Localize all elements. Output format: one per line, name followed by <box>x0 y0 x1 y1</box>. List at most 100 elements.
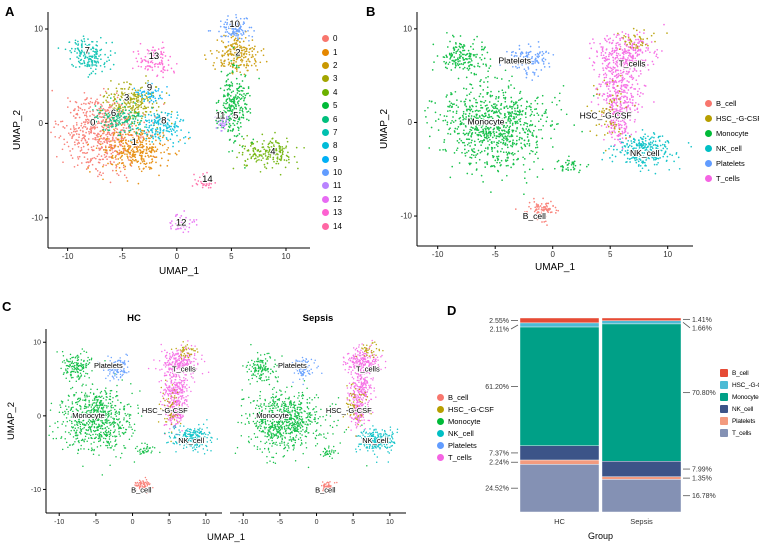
legend-swatch <box>437 405 444 413</box>
legend-swatch <box>322 142 329 150</box>
cluster-B_cell <box>133 476 154 494</box>
legend-item-label: Monocyte <box>716 129 749 138</box>
pct-label-sepsis: 1.35% <box>692 476 712 483</box>
cluster-HSC_-G-CSF <box>157 340 199 443</box>
legend-item: 2 <box>322 59 342 72</box>
bar-segment-T_cells <box>601 479 682 513</box>
legend-item-label: 8 <box>333 141 338 151</box>
barchart-legend: B_cell HSC_-G-CSF Monocyte NK_cell Platelets… <box>720 367 759 439</box>
tick-label: 10 <box>663 250 672 259</box>
cluster-label: HSC_-G-CSF <box>580 111 632 121</box>
tick-label: -10 <box>432 250 444 259</box>
legend-item-label: 12 <box>333 194 342 204</box>
legend-swatch <box>437 417 444 425</box>
legend-item-label: Platelets <box>732 417 756 425</box>
legend-swatch <box>322 128 329 136</box>
legend-swatch <box>322 88 329 96</box>
cluster-NK_cell <box>601 129 693 175</box>
legend-swatch <box>705 130 712 137</box>
legend-item: 11 <box>322 179 342 192</box>
tick-label: 10 <box>33 340 41 347</box>
legend-item-label: 6 <box>333 114 338 124</box>
x-axis-title: UMAP_1 <box>159 266 199 277</box>
x-axis-title: Group <box>588 531 613 541</box>
legend-swatch <box>322 35 329 43</box>
legend-item-label: HSC_-G-CSF <box>448 404 494 414</box>
cluster-label: NK_cell <box>362 436 388 445</box>
tick-label: 5 <box>608 250 613 259</box>
legend-item: T_cells <box>705 171 759 186</box>
legend-item: B_cell <box>437 391 494 403</box>
legend-item-label: T_cells <box>716 174 740 183</box>
pct-label-sepsis: 7.99% <box>692 467 712 474</box>
legend-item-label: 9 <box>333 154 338 164</box>
tick-label: 0 <box>315 519 319 526</box>
legend-item-label: 10 <box>333 168 342 178</box>
tick-label: 0 <box>37 413 41 420</box>
legend-swatch <box>720 369 728 377</box>
cluster-10 <box>207 13 255 43</box>
legend-item: 4 <box>322 86 342 99</box>
tick-label: 10 <box>282 252 291 261</box>
bar-segment-NK_cell <box>601 461 682 478</box>
celltype-legend: B_cell HSC_-G-CSF Monocyte NK_cell Platelets… <box>705 96 759 186</box>
legend-swatch <box>437 393 444 401</box>
pct-connector <box>682 322 691 329</box>
y-axis-title: UMAP_2 <box>12 110 23 150</box>
legend-swatch <box>322 48 329 56</box>
cluster-label: 0 <box>90 117 95 128</box>
cluster-NK_cell <box>163 419 219 455</box>
cluster-label: 2 <box>235 47 240 58</box>
cluster-label: NK_cell <box>630 148 659 158</box>
legend-swatch <box>322 169 329 177</box>
legend-item: HSC_-G-CSF <box>705 111 759 126</box>
cluster-label: 8 <box>161 115 166 126</box>
legend-item-label: 4 <box>333 87 338 97</box>
umap-plot-clusters: -10 -5 0 5 10-1001001234567891011121314UMAP_… <box>12 12 310 277</box>
legend-item: NK_cell <box>720 403 759 415</box>
cluster-3 <box>99 75 173 129</box>
pct-label-hc: 2.24% <box>489 460 509 467</box>
legend-item-label: HSC_-G-CSF <box>732 381 759 389</box>
legend-swatch <box>705 160 712 167</box>
cluster-label: Monocyte <box>468 116 505 126</box>
legend-item: 14 <box>322 219 342 232</box>
legend-item: 8 <box>322 139 342 152</box>
cluster-label: 13 <box>149 51 160 62</box>
cluster-Monocyte <box>234 343 368 469</box>
legend-item: 6 <box>322 112 342 125</box>
legend-item: 1 <box>322 45 342 58</box>
legend-swatch <box>322 102 329 110</box>
umap-plot-hc-sepsis: -10 -5 0 5 10 -10 0 10 Platelets T_cells HSC_-G-CS… <box>6 313 406 543</box>
legend-swatch <box>322 155 329 163</box>
cluster-12 <box>169 210 198 234</box>
bar-segment-Platelets <box>601 476 682 480</box>
legend-item: B_cell <box>720 367 759 379</box>
legend-item-label: T_cells <box>732 429 752 437</box>
legend-item: NK_cell <box>705 141 759 156</box>
legend-swatch <box>437 441 444 449</box>
tick-label: -5 <box>119 252 127 261</box>
legend-swatch <box>705 145 712 152</box>
cluster-label: Platelets <box>278 361 307 370</box>
legend-item: 10 <box>322 166 342 179</box>
tick-label: -5 <box>277 519 283 526</box>
legend-item-label: B_cell <box>448 392 469 402</box>
bar-segment-NK_cell <box>519 445 600 461</box>
cluster-label: HSC_-G-CSF <box>142 406 188 415</box>
legend-swatch <box>322 209 329 217</box>
legend-item-label: NK_cell <box>716 144 742 153</box>
legend-swatch <box>322 115 329 123</box>
bar-segment-Monocyte <box>601 323 682 462</box>
cluster-label: NK_cell <box>178 436 204 445</box>
tick-label: 5 <box>167 519 171 526</box>
cluster-Platelets <box>499 41 555 81</box>
bar-segment-T_cells <box>519 464 600 513</box>
panel-b-letter: B <box>366 4 376 19</box>
cluster-HSC_-G-CSF <box>586 27 668 152</box>
legend-item-label: NK_cell <box>448 428 474 438</box>
legend-item: Platelets <box>705 156 759 171</box>
cluster-T_cells <box>147 340 210 436</box>
cluster-11 <box>214 114 231 132</box>
legend-item: 9 <box>322 153 342 166</box>
